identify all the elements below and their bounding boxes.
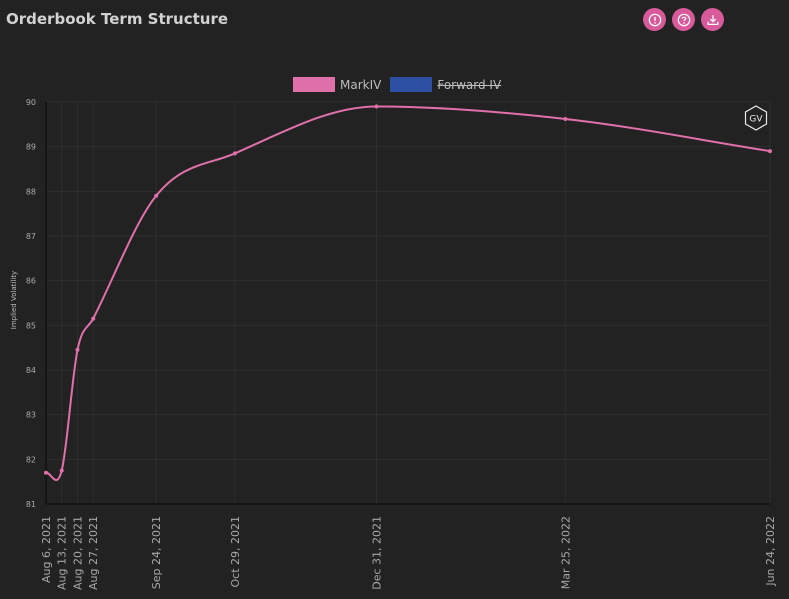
y-tick-label: 83: [26, 411, 36, 420]
x-tick-label: Mar 25, 2022: [559, 516, 572, 589]
info-button[interactable]: [643, 8, 666, 31]
gv-logo: GV: [744, 105, 768, 131]
data-point-markiv: [232, 151, 237, 156]
gv-logo-text: GV: [749, 115, 763, 125]
data-point-markiv: [563, 116, 568, 121]
x-tick-label: Dec 31, 2021: [371, 516, 384, 590]
help-icon: [677, 13, 690, 26]
y-tick-label: 82: [26, 455, 36, 464]
y-tick-label: 89: [26, 143, 36, 152]
x-tick-label: Aug 13, 2021: [56, 516, 69, 590]
legend-label-forward-iv: Forward IV: [437, 77, 502, 92]
legend-swatch-markiv: [293, 77, 335, 92]
data-point-markiv: [44, 470, 48, 475]
y-tick-label: 90: [26, 98, 36, 107]
data-point-markiv: [91, 316, 96, 321]
legend-item-forward-iv[interactable]: Forward IV: [390, 77, 501, 92]
data-point-markiv: [768, 149, 772, 154]
y-tick-label: 81: [26, 500, 36, 509]
x-tick-label: Oct 29, 2021: [229, 516, 242, 588]
data-point-markiv: [374, 104, 379, 109]
series-line-markiv: [45, 105, 771, 482]
y-tick-label: 86: [26, 277, 36, 286]
chart-legend: MarkIV Forward IV: [293, 77, 510, 92]
data-point-markiv: [75, 347, 80, 352]
chart-toolbar: [643, 8, 724, 31]
info-icon: [648, 13, 661, 26]
x-tick-label: Sep 24, 2021: [150, 516, 163, 589]
y-tick-label: 84: [26, 366, 36, 375]
help-button[interactable]: [672, 8, 695, 31]
legend-item-markiv[interactable]: MarkIV: [293, 77, 381, 92]
y-tick-label: 85: [26, 321, 36, 330]
download-icon: [707, 14, 718, 25]
y-tick-label: 88: [26, 187, 36, 196]
legend-label-markiv: MarkIV: [340, 77, 382, 92]
data-point-markiv: [59, 468, 64, 473]
data-point-markiv: [154, 193, 159, 198]
y-tick-label: 87: [26, 232, 36, 241]
legend-swatch-forward-iv: [390, 77, 433, 92]
x-tick-label: Aug 27, 2021: [87, 516, 100, 590]
download-button[interactable]: [701, 8, 724, 31]
page-title: Orderbook Term Structure: [6, 10, 229, 28]
x-tick-label: Aug 20, 2021: [71, 516, 84, 590]
x-tick-label: Jun 24, 2022: [764, 516, 777, 587]
x-tick-label: Aug 6, 2021: [40, 516, 53, 583]
